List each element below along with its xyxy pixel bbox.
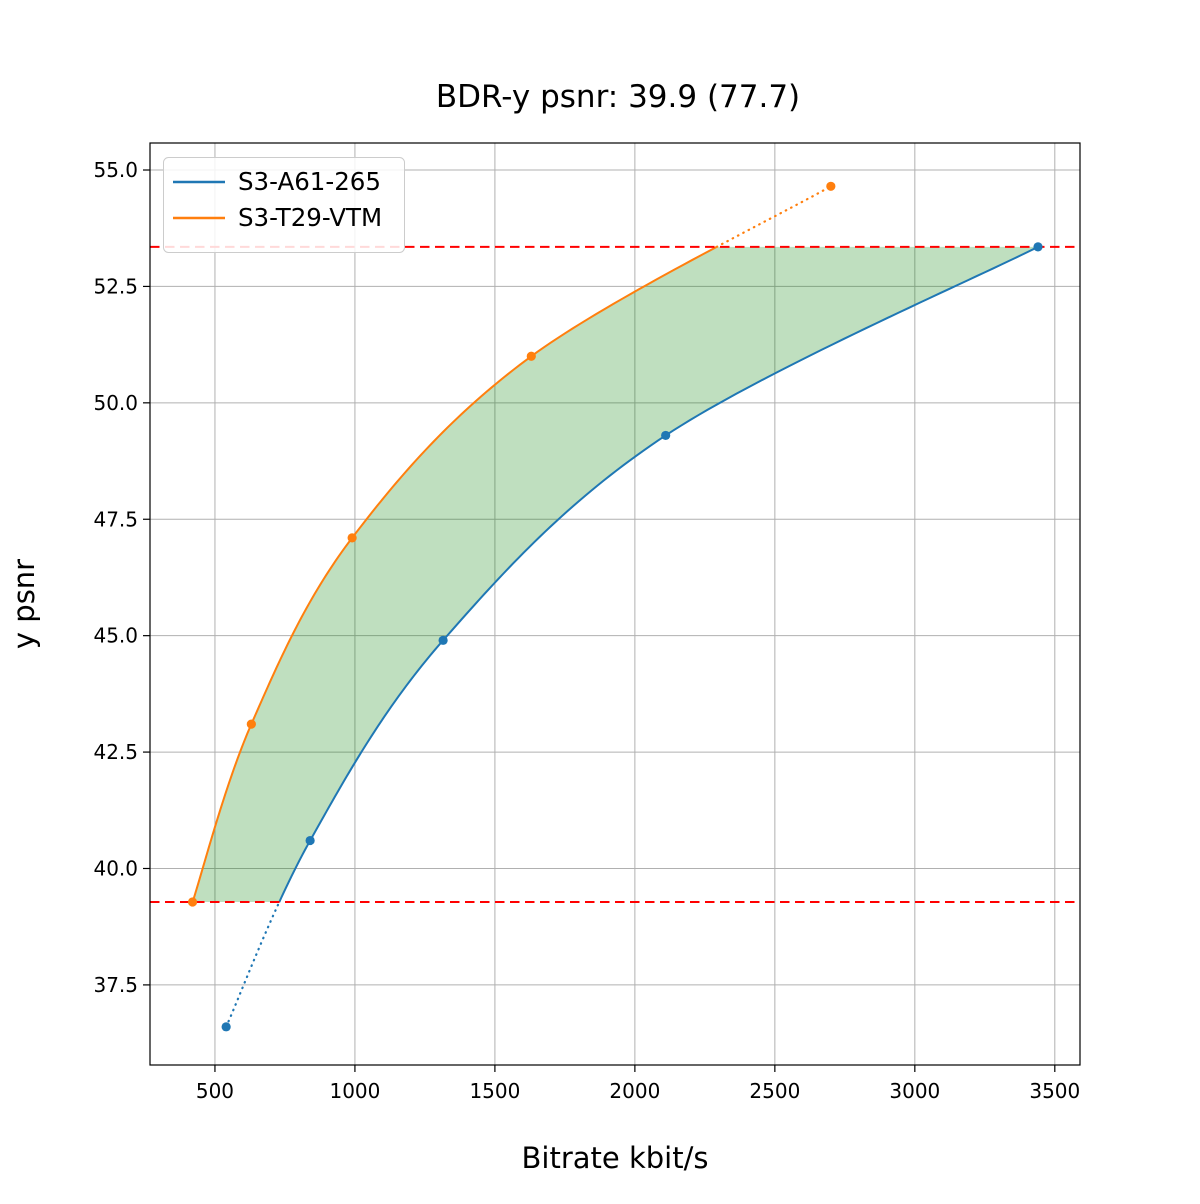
x-axis-label: Bitrate kbit/s [522,1141,709,1175]
y-axis-label: y psnr [7,559,41,649]
data-point-s3-a61-265 [1033,242,1043,252]
data-point-s3-a61-265 [305,835,315,846]
x-tick-label: 1500 [469,1079,520,1103]
data-point-s3-t29-vtm [347,533,357,543]
curve-solid-s3-a61-265 [278,245,1039,903]
y-tick-label: 42.5 [93,740,138,764]
y-tick-label: 50.0 [93,391,138,415]
x-tick-label: 2000 [609,1079,660,1103]
y-tick-label: 40.0 [93,856,138,880]
fill-between-layer [192,246,1039,903]
data-point-s3-a61-265 [661,430,671,441]
chart-title: BDR-y psnr: 39.9 (77.7) [436,79,800,115]
grid-layer [150,143,1080,1065]
x-tick-label: 3500 [1029,1079,1080,1103]
data-point-s3-t29-vtm [187,897,198,907]
y-tick-label: 55.0 [93,158,138,182]
legend-items: S3-A61-265 S3-T29-VTM [173,167,382,232]
y-tick-label: 47.5 [93,507,138,531]
data-point-s3-t29-vtm [526,351,536,361]
y-tick-label: 37.5 [93,973,138,997]
x-tick-label: 3000 [889,1079,940,1103]
curve-dotted-s3-t29-vtm [715,185,832,248]
y-tick-label: 45.0 [93,624,138,648]
curve-dotted-s3-a61-265 [225,900,281,1028]
data-point-s3-t29-vtm [826,181,836,191]
axes-spines [149,142,1081,1066]
data-point-s3-t29-vtm [246,719,256,729]
legend: S3-A61-265 S3-T29-VTM [163,157,405,253]
legend-label-s3-t29-vtm: S3-T29-VTM [238,203,382,232]
x-tick-label: 500 [196,1079,234,1103]
data-point-s3-a61-265 [438,635,448,645]
marker-layer [187,181,1043,1032]
data-point-s3-a61-265 [221,1022,231,1032]
x-tick-label: 2500 [749,1079,800,1103]
x-tick-label: 1000 [329,1079,380,1103]
y-tick-label: 52.5 [93,274,138,298]
fill-between-region [192,246,1039,903]
legend-label-s3-a61-265: S3-A61-265 [238,167,381,196]
curve-layer [191,185,1039,1028]
curve-solid-s3-t29-vtm [191,245,718,903]
tick-layer: 500 1000 1500 2000 2500 3000 3500 37.5 40.0 42.5 4… [93,158,1080,1103]
